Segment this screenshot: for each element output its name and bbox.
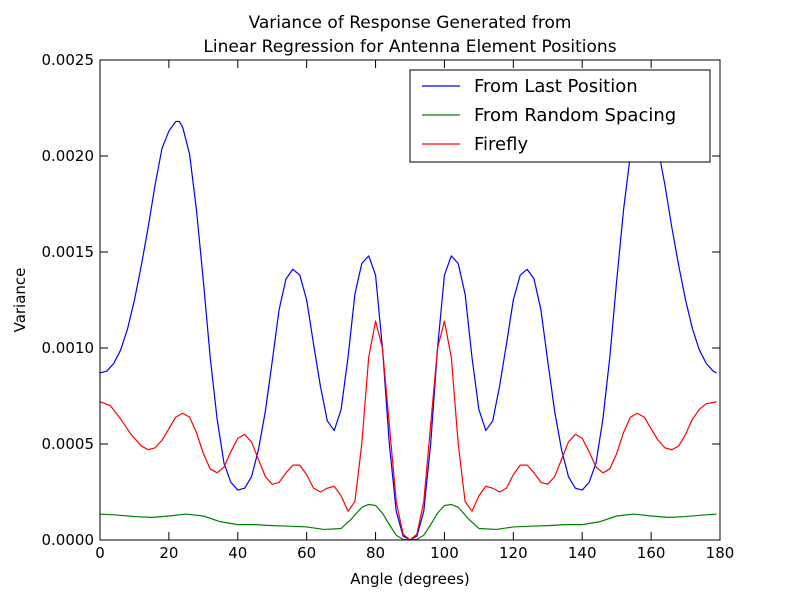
x-tick-label: 160	[637, 544, 666, 562]
x-tick-label: 20	[159, 544, 178, 562]
x-tick-label: 80	[366, 544, 385, 562]
y-tick-label: 0.0025	[42, 51, 95, 69]
legend-label-last-position: From Last Position	[474, 76, 638, 97]
series-line-firefly	[99, 320, 717, 541]
series-line-from-last-position	[99, 120, 717, 541]
y-tick-label: 0.0020	[42, 147, 95, 165]
series-line-from-random-spacing	[99, 503, 717, 541]
plot-frame	[99, 59, 721, 541]
legend-label-firefly: Firefly	[474, 134, 528, 155]
y-tick-label: 0.0000	[42, 531, 95, 549]
chart-title-line-2: Linear Regression for Antenna Element Po…	[203, 37, 616, 57]
legend-label-random-spacing: From Random Spacing	[474, 105, 676, 126]
legend: From Last Position From Random Spacing F…	[409, 69, 711, 163]
x-tick-label: 60	[297, 544, 316, 562]
x-tick-label: 0	[95, 544, 105, 562]
legend-box	[409, 69, 711, 163]
y-axis-label: Variance	[11, 268, 29, 333]
y-tick-label: 0.0010	[42, 339, 95, 357]
x-axis-label: Angle (degrees)	[350, 570, 470, 588]
chart-title-line-1: Variance of Response Generated from	[249, 13, 572, 33]
y-tick-label: 0.0005	[42, 435, 95, 453]
x-tick-label: 120	[499, 544, 528, 562]
series-layer	[99, 120, 717, 541]
x-tick-label: 40	[228, 544, 247, 562]
y-tick-label: 0.0015	[42, 243, 95, 261]
x-tick-label: 140	[568, 544, 597, 562]
x-axis-ticks: 0 20 40 60 80 100 120 140 160 180	[95, 60, 734, 562]
x-tick-label: 100	[430, 544, 459, 562]
plot-area: 0 20 40 60 80 100 120 140 160 180 0.00000.00050.0…	[42, 51, 735, 562]
y-axis-ticks: 0.0000 0.0005 0.0010 0.0015 0.0020 0.0025	[42, 51, 720, 549]
x-tick-label: 180	[706, 544, 735, 562]
